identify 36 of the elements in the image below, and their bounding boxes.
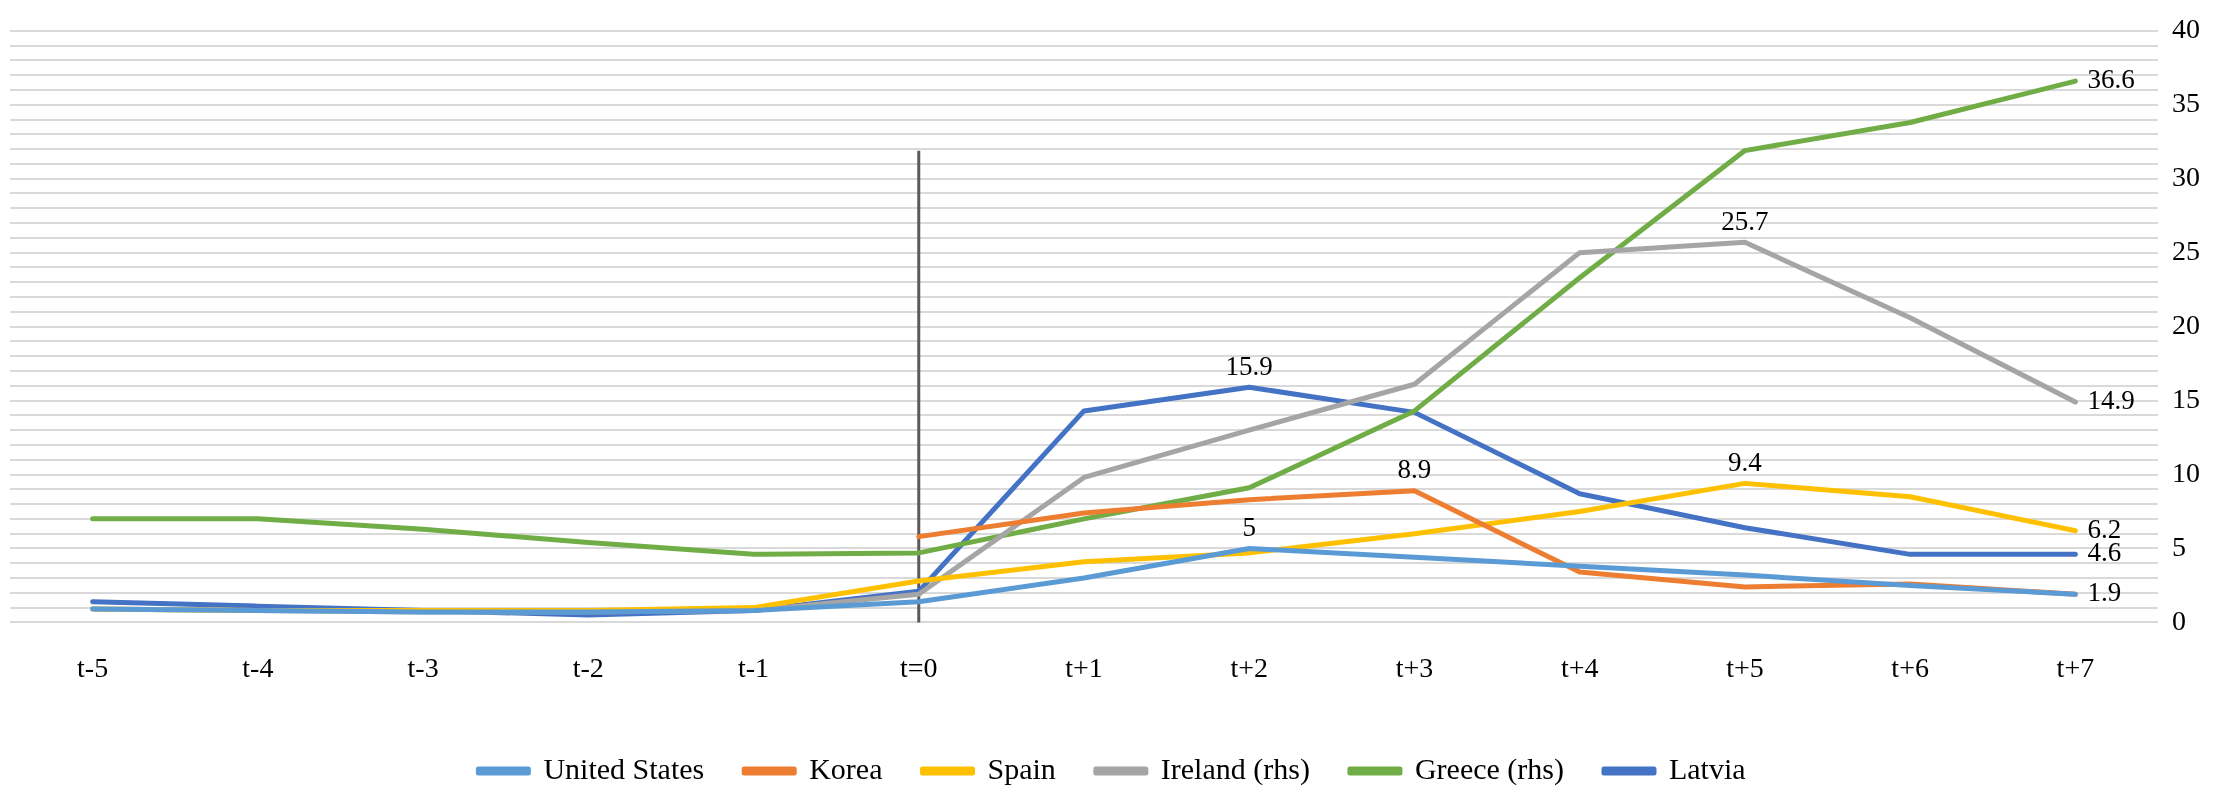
y-tick-label: 35	[2172, 87, 2200, 119]
data-label: 14.9	[2087, 385, 2135, 416]
data-label: 25.7	[1721, 205, 1769, 236]
x-tick-label: t-5	[77, 651, 109, 683]
x-tick-label: t+3	[1395, 651, 1434, 683]
legend-label: Ireland (rhs)	[1160, 751, 1310, 786]
x-tick-label: t-4	[242, 651, 274, 683]
legend-label: Korea	[809, 751, 883, 785]
x-tick-label: t+6	[1891, 651, 1929, 683]
x-tick-label: t+4	[1560, 651, 1599, 683]
x-tick-label: t+2	[1230, 651, 1269, 683]
legend-label: United States	[543, 751, 705, 785]
x-tick-label: t=0	[899, 651, 938, 683]
y-tick-label: 5	[2172, 530, 2186, 562]
data-label: 9.4	[1728, 446, 1763, 477]
data-label: 1.9	[2087, 577, 2122, 608]
y-tick-label: 0	[2172, 604, 2186, 636]
y-tick-label: 40	[2172, 13, 2200, 45]
legend-label: Greece (rhs)	[1414, 751, 1564, 786]
x-tick-label: t+5	[1726, 651, 1764, 683]
x-tick-label: t+1	[1065, 651, 1103, 683]
x-tick-label: t-3	[407, 651, 439, 683]
y-tick-label: 20	[2172, 308, 2200, 340]
y-tick-label: 30	[2172, 161, 2200, 193]
legend-label: Spain	[987, 751, 1056, 785]
data-label: 8.9	[1397, 454, 1432, 485]
y-tick-label: 25	[2172, 235, 2200, 267]
x-tick-label: t+7	[2056, 651, 2095, 683]
y-tick-label: 15	[2172, 382, 2200, 414]
data-label: 5	[1242, 512, 1256, 543]
data-label: 15.9	[1225, 350, 1273, 381]
y-tick-label: 10	[2172, 456, 2200, 488]
x-tick-label: t-1	[737, 651, 770, 683]
legend-label: Latvia	[1668, 751, 1746, 785]
data-label: 36.6	[2087, 64, 2135, 95]
x-tick-label: t-2	[572, 651, 604, 683]
